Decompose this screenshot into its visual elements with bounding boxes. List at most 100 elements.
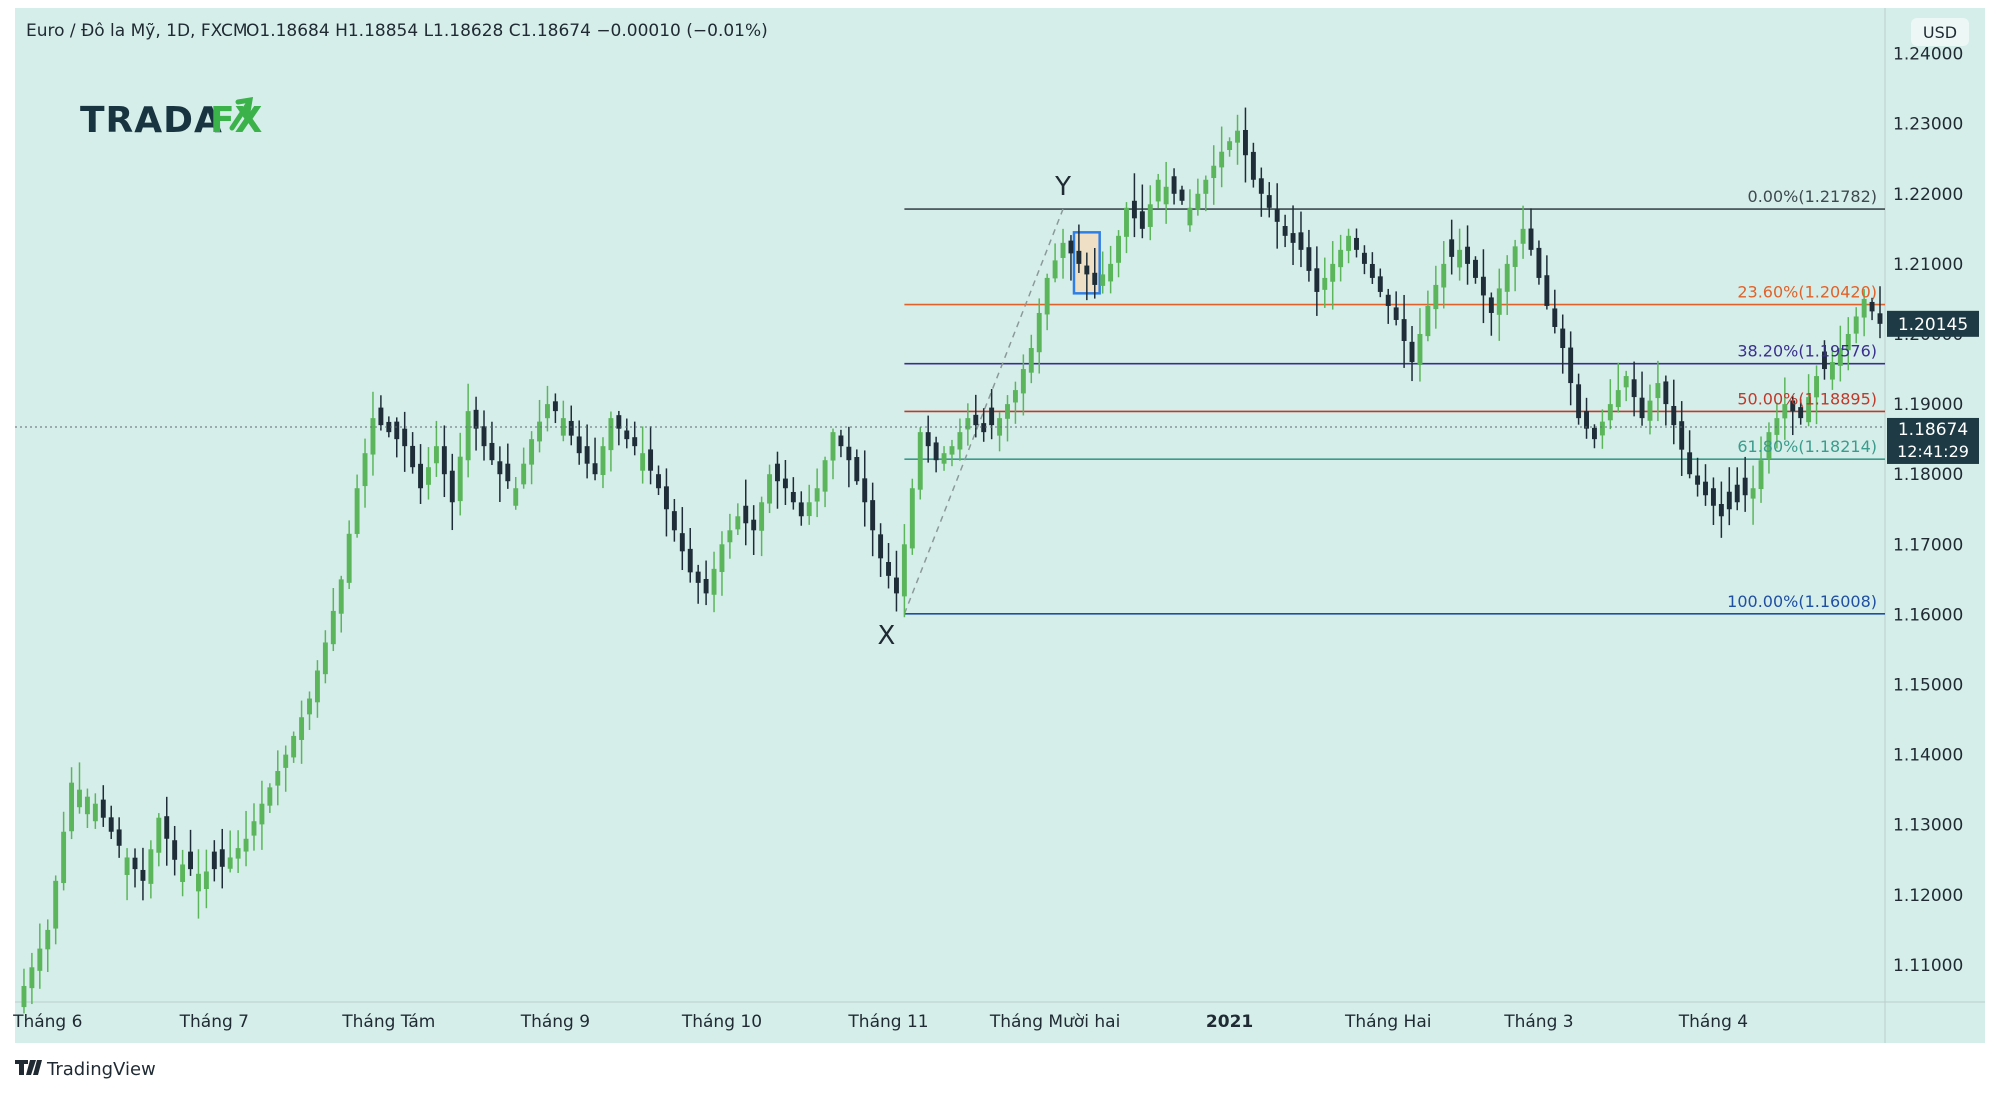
candle xyxy=(330,588,336,652)
candle xyxy=(719,531,725,596)
candle xyxy=(1758,436,1764,503)
fib-level-label: 50.00%(1.18895) xyxy=(1737,389,1877,408)
candle xyxy=(481,410,487,461)
candle xyxy=(909,478,915,555)
x-tick-label: Tháng 7 xyxy=(179,1012,249,1032)
chart-background xyxy=(15,8,1985,1043)
candle xyxy=(132,848,138,888)
candle xyxy=(21,968,27,1014)
candle xyxy=(1591,424,1597,449)
y-tick-label: 1.24000 xyxy=(1893,45,1963,65)
countdown-text: 12:41:29 xyxy=(1897,442,1969,461)
candle xyxy=(1703,464,1708,506)
candle xyxy=(1655,360,1661,422)
candle xyxy=(1290,205,1296,266)
candle xyxy=(1829,346,1835,390)
candle xyxy=(100,785,106,827)
candle xyxy=(1623,370,1629,402)
candle xyxy=(1393,291,1399,326)
candle xyxy=(1108,245,1114,294)
candle xyxy=(1084,252,1090,301)
candle xyxy=(1607,379,1613,430)
candle xyxy=(1687,430,1693,479)
candle xyxy=(1155,173,1161,209)
candle xyxy=(1457,228,1463,281)
x-tick-label: Tháng 10 xyxy=(681,1012,762,1032)
candle xyxy=(164,796,170,866)
candle xyxy=(711,551,717,613)
candle xyxy=(703,560,709,606)
candle xyxy=(1250,142,1256,188)
x-tick-label: 2021 xyxy=(1206,1012,1253,1032)
candle xyxy=(314,660,320,718)
candle xyxy=(1330,241,1336,310)
candle xyxy=(299,700,305,764)
y-tick-label: 1.21000 xyxy=(1893,255,1963,275)
candle xyxy=(1679,401,1685,476)
candle xyxy=(307,691,312,730)
candle xyxy=(521,447,527,489)
candle xyxy=(1853,307,1859,344)
candle xyxy=(338,575,344,633)
candle xyxy=(1338,234,1344,282)
candle xyxy=(862,450,868,527)
candle xyxy=(1076,224,1082,274)
candle xyxy=(1845,317,1851,371)
candle xyxy=(1012,381,1018,424)
candle xyxy=(354,474,360,538)
last-price-tag-bg xyxy=(1887,417,1979,464)
symbol-title[interactable]: Euro / Đô la Mỹ, 1D, FXCM xyxy=(26,21,248,41)
candle xyxy=(1195,178,1201,216)
candle xyxy=(822,456,828,508)
candle xyxy=(402,411,408,472)
candle xyxy=(53,875,59,945)
candle xyxy=(1512,239,1518,292)
candle xyxy=(1782,377,1788,440)
candle xyxy=(1306,229,1312,282)
candle xyxy=(108,805,114,840)
candle xyxy=(1179,185,1185,205)
candle xyxy=(394,417,400,458)
candle xyxy=(1242,107,1248,183)
candle xyxy=(1409,326,1415,382)
x-tick-label: Tháng 6 xyxy=(12,1012,82,1032)
candle xyxy=(1488,292,1494,336)
candle xyxy=(854,449,860,485)
candle xyxy=(537,399,542,453)
candle xyxy=(1663,375,1669,426)
fib-level-label: 61.80%(1.18214) xyxy=(1737,437,1877,456)
candle xyxy=(806,484,812,525)
candle xyxy=(1377,268,1383,298)
candle xyxy=(933,436,939,473)
candle xyxy=(1298,211,1304,268)
candle xyxy=(656,465,661,496)
candle xyxy=(1671,379,1677,445)
currency-pill[interactable] xyxy=(1911,18,1969,46)
candle xyxy=(370,391,376,476)
candle xyxy=(640,426,646,484)
candle xyxy=(1266,182,1272,218)
candle xyxy=(1211,145,1217,205)
tradingview-brand[interactable]: TradingView xyxy=(15,1059,156,1080)
candle xyxy=(989,389,995,440)
candle xyxy=(529,431,535,485)
y-tick-label: 1.18000 xyxy=(1893,465,1963,485)
candle xyxy=(767,464,773,514)
candle xyxy=(759,496,765,557)
candle xyxy=(513,476,519,510)
y-tick-label: 1.15000 xyxy=(1893,676,1963,696)
candle xyxy=(1639,371,1645,426)
candle xyxy=(1282,214,1288,248)
candle xyxy=(1258,167,1264,217)
candle xyxy=(267,783,273,813)
candle xyxy=(1060,228,1066,279)
candle xyxy=(1124,202,1129,254)
candle xyxy=(1005,395,1010,442)
candle xyxy=(1274,183,1280,249)
candle xyxy=(1028,334,1034,384)
candle xyxy=(29,952,35,1005)
candle xyxy=(1480,249,1486,324)
candle xyxy=(1790,396,1796,436)
candle xyxy=(505,443,511,489)
